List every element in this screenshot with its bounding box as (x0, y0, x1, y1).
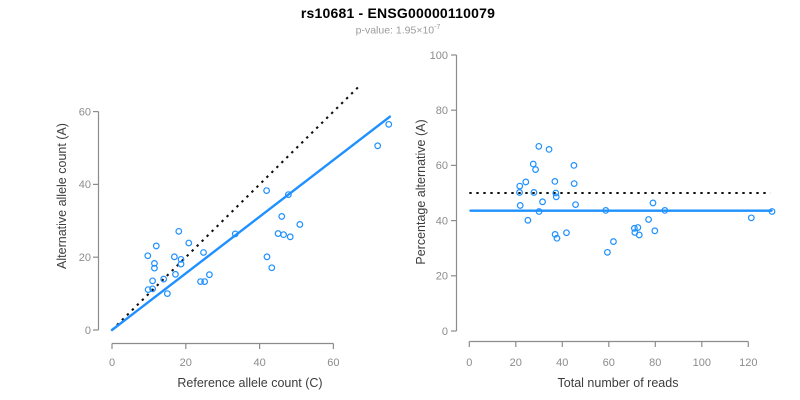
left-x-axis-title: Reference allele count (C) (177, 376, 322, 390)
data-point (385, 120, 393, 128)
data-point (535, 208, 543, 215)
x-tick-label: 100 (693, 357, 711, 369)
data-point (149, 277, 156, 285)
data-point (177, 255, 185, 263)
y-tick-label: 0 (442, 326, 448, 338)
subtitle-pvalue-text: p-value: 1.95×10 (355, 24, 435, 37)
data-point (263, 187, 271, 194)
data-point (552, 193, 560, 201)
data-point (172, 270, 179, 278)
data-point (516, 189, 523, 196)
data-point (768, 208, 776, 215)
y-tick-label: 20 (436, 271, 448, 283)
x-tick-label: 120 (739, 357, 757, 369)
data-point (552, 189, 560, 197)
y-tick-label: 20 (79, 252, 91, 264)
data-point (553, 234, 561, 242)
right-y-axis-title: Percentage alternative (A) (414, 119, 428, 264)
data-point (649, 199, 657, 207)
data-point (551, 230, 559, 238)
data-point (602, 206, 610, 214)
data-point (610, 238, 617, 245)
data-point (545, 145, 553, 153)
data-point (152, 242, 160, 250)
x-tick-label: 60 (603, 357, 615, 369)
data-point (263, 253, 271, 261)
y-tick-label: 100 (430, 50, 448, 62)
fit-line (110, 115, 392, 332)
right-scatter-plot: 0 20 40 60 80 100 120 0 20 40 60 80 100 (430, 50, 776, 369)
data-point (524, 216, 532, 224)
data-point (516, 202, 524, 209)
x-tick-label: 20 (180, 357, 192, 369)
data-point (604, 248, 611, 256)
data-point (151, 259, 158, 267)
data-point (201, 278, 209, 285)
data-point (530, 189, 538, 196)
figure-subtitle: p-value: 1.95×10-7 (0, 24, 796, 37)
data-point (634, 224, 642, 231)
data-point (200, 249, 207, 256)
data-point (177, 260, 185, 268)
data-point (197, 278, 204, 285)
data-point (231, 230, 239, 238)
data-point (529, 160, 537, 168)
x-tick-label: 0 (109, 357, 115, 369)
x-tick-label: 60 (327, 357, 339, 369)
data-point (170, 253, 178, 261)
data-point (572, 201, 579, 208)
data-point (522, 178, 530, 186)
x-tick-label: 20 (510, 357, 522, 369)
data-point (175, 227, 183, 235)
data-point (144, 252, 152, 260)
data-point (635, 231, 643, 239)
data-point (185, 239, 193, 247)
data-point (570, 180, 578, 188)
y-tick-label: 80 (436, 105, 448, 117)
x-tick-label: 0 (466, 357, 472, 369)
data-point (144, 286, 152, 293)
data-point (747, 214, 755, 222)
x-tick-label: 40 (253, 357, 265, 369)
data-point (651, 227, 659, 235)
data-point (286, 233, 294, 241)
data-point (149, 285, 156, 293)
data-point (516, 182, 524, 190)
data-point (630, 224, 638, 232)
data-point (278, 213, 286, 220)
data-point (645, 216, 652, 223)
y-tick-label: 40 (436, 215, 448, 227)
data-point (206, 271, 213, 279)
data-point (532, 166, 539, 173)
subtitle-exponent: -7 (434, 24, 441, 31)
data-point (151, 264, 158, 272)
data-point (563, 229, 570, 237)
y-tick-label: 60 (79, 106, 91, 118)
data-point (570, 161, 578, 169)
data-point (535, 142, 543, 150)
data-point (661, 206, 669, 214)
data-point (163, 290, 171, 298)
identity-line (111, 83, 362, 331)
data-point (160, 275, 168, 283)
y-tick-label: 0 (85, 325, 91, 337)
data-point (274, 230, 282, 237)
left-y-axis-title: Alternative allele count (A) (55, 123, 69, 269)
y-tick-label: 60 (436, 160, 448, 172)
data-point (539, 198, 546, 206)
data-point (268, 264, 276, 272)
data-point (280, 231, 287, 239)
data-point (374, 142, 382, 150)
data-point (296, 221, 304, 228)
y-tick-label: 40 (79, 179, 91, 191)
x-tick-label: 40 (556, 357, 568, 369)
figure-title: rs10681 - ENSG00000110079 (300, 5, 496, 21)
right-x-axis-title: Total number of reads (558, 376, 679, 390)
left-scatter-plot: 0 20 40 60 0 20 40 60 (79, 83, 393, 369)
data-point (284, 191, 292, 198)
data-point (551, 178, 559, 185)
x-tick-label: 80 (649, 357, 661, 369)
